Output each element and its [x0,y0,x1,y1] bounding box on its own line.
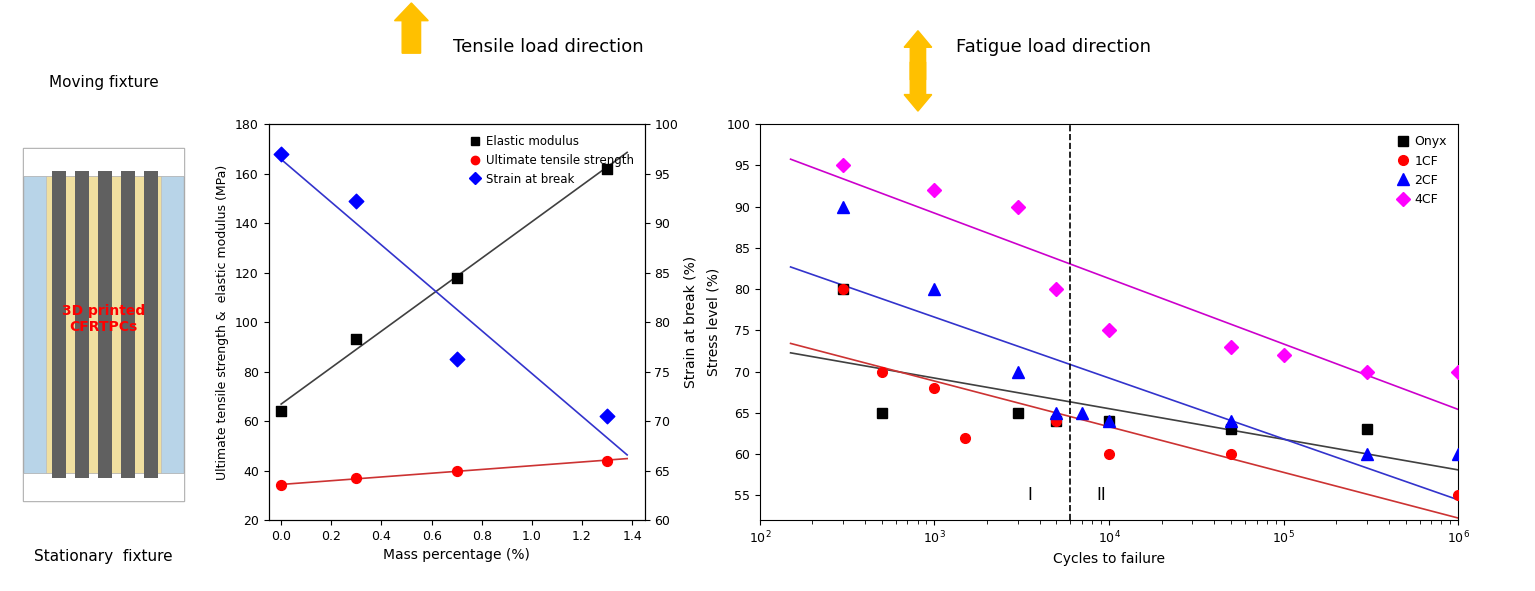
Text: Moving fixture: Moving fixture [49,74,158,90]
Text: 3D printed
CFRTPCs: 3D printed CFRTPCs [61,304,146,335]
Point [344,335,368,344]
Point [596,411,620,421]
Legend: Onyx, 1CF, 2CF, 4CF: Onyx, 1CF, 2CF, 4CF [1394,131,1452,211]
Text: II: II [1096,486,1105,504]
X-axis label: Mass percentage (%): Mass percentage (%) [384,548,530,563]
Point [445,355,470,364]
Point [344,473,368,483]
Bar [75,171,89,478]
Text: I: I [1027,486,1032,504]
Point [269,480,293,490]
Point [269,149,293,158]
Point [344,196,368,206]
Bar [46,168,161,480]
Bar [23,148,184,501]
Y-axis label: Strain at break (%): Strain at break (%) [685,256,698,388]
Y-axis label: Stress level (%): Stress level (%) [706,268,720,376]
Text: Tensile load direction: Tensile load direction [453,38,643,56]
Bar [144,171,158,478]
Bar [23,148,184,176]
Y-axis label: Ultimate tensile strength &  elastic modulus (MPa): Ultimate tensile strength & elastic modu… [216,164,229,480]
Text: Fatigue load direction: Fatigue load direction [956,38,1151,56]
Text: Stationary  fixture: Stationary fixture [34,548,173,564]
Point [445,273,470,282]
Bar [98,171,112,478]
Point [596,164,620,173]
Bar [23,473,184,501]
Point [445,466,470,475]
Point [596,456,620,466]
Bar [121,171,135,478]
Bar [52,171,66,478]
X-axis label: Cycles to failure: Cycles to failure [1053,552,1165,566]
Point [269,407,293,416]
Legend: Elastic modulus, Ultimate tensile strength, Strain at break: Elastic modulus, Ultimate tensile streng… [467,130,639,190]
